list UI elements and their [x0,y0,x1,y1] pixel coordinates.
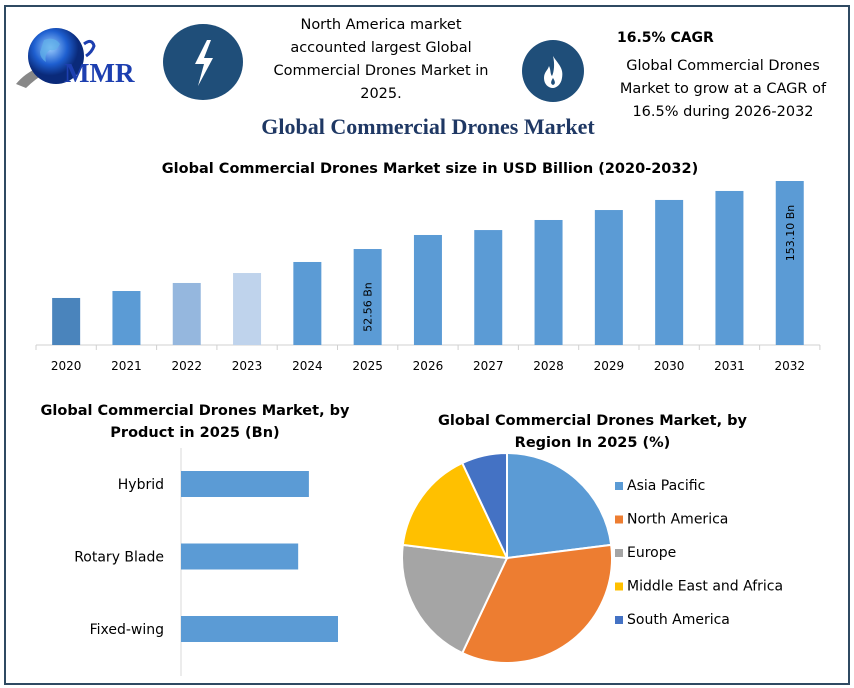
region-pie-chart: Asia Pacific North America Europe Middle Ea… [401,451,783,664]
globe-icon [16,28,96,88]
x-tick-label: 2027 [473,359,504,373]
legend-label: South America [627,612,730,628]
bar-fixed-wing [181,616,338,642]
bar-2031 [715,190,744,345]
legend-swatch [615,616,623,624]
region-chart-title: Global Commercial Drones Market, by Regi… [438,413,747,451]
logo-text: MMR [64,58,135,88]
legend-swatch [615,482,623,490]
bar-2030 [655,199,684,345]
legend-label: North America [627,512,728,528]
bar-2026 [413,234,442,345]
bar-2020 [52,297,81,345]
bar-2032 [775,181,804,345]
pie-slice-europe [401,543,509,655]
flame-icon [522,40,584,102]
x-tick-label: 2031 [714,359,745,373]
product-chart-title: Global Commercial Drones Market, by Prod… [40,403,350,441]
pie-slice-asia-pacific [506,451,613,560]
category-label: Rotary Blade [74,550,164,566]
main-title: Global Commercial Drones Market [261,114,595,139]
x-tick-label: 2020 [51,359,82,373]
x-tick-label: 2032 [774,359,805,373]
north-america-statement: North America market accounted largest G… [273,17,489,102]
lightning-bolt-icon [163,24,243,100]
legend-label: Middle East and Africa [627,579,783,595]
x-tick-label: 2025 [352,359,383,373]
category-label: Fixed-wing [90,622,164,638]
x-tick-label: 2028 [533,359,564,373]
bar-2027 [474,230,503,345]
market-size-chart-title: Global Commercial Drones Market size in … [161,161,699,177]
x-tick-label: 2026 [413,359,444,373]
infographic-frame [4,5,850,685]
cagr-statement: Global Commercial Drones Market to grow … [619,58,827,120]
x-tick-label: 2022 [171,359,202,373]
bar-2029 [594,210,623,345]
legend-swatch [615,515,623,524]
bar-2024 [293,261,322,345]
x-tick-label: 2021 [111,359,142,373]
x-tick-label: 2024 [292,359,323,373]
bar-2023 [233,273,262,345]
category-label: Hybrid [118,477,164,493]
legend-label: Asia Pacific [627,478,705,494]
bar-2025 [353,249,382,345]
legend-swatch [615,582,623,591]
data-label-2032: 153.10 Bn [784,205,797,262]
bar-2021 [112,291,141,345]
cagr-title: 16.5% CAGR [617,30,714,46]
mmr-logo: MMR [14,22,159,92]
market-size-bar-chart: 2020 2021 2022 2023 2024 2025 52.56 Bn 2026 2027… [35,181,821,373]
pie-slice-middle-east-and-africa [401,461,509,560]
x-tick-label: 2023 [232,359,263,373]
x-tick-label: 2029 [594,359,625,373]
product-bar-chart: Hybrid Rotary Blade Fixed-wing [74,448,338,676]
bar-hybrid [181,471,309,497]
legend-swatch [615,549,623,557]
data-label-2025: 52.56 Bn [362,282,375,332]
bar-2022 [172,282,201,345]
bar-rotary-blade [181,543,299,570]
x-tick-label: 2030 [654,359,685,373]
bar-2028 [534,219,563,345]
pie-slice-south-america [460,451,508,559]
legend-label: Europe [627,545,676,561]
